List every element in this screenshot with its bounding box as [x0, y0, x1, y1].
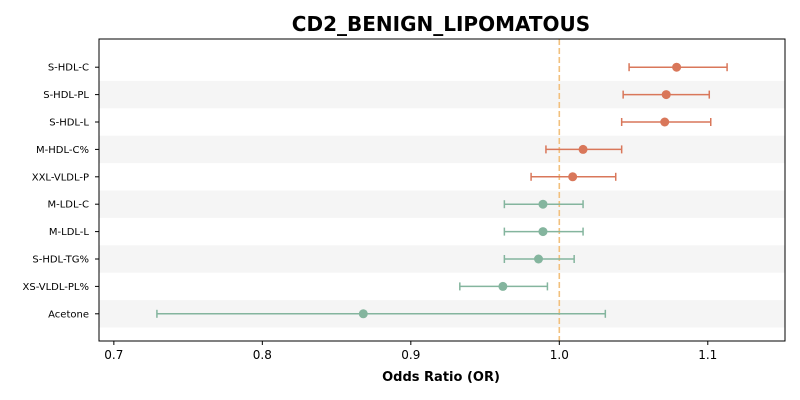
- y-tick-label: S-HDL-TG%: [32, 255, 89, 266]
- ci-row-XS-VLDL-PL%: [459, 281, 549, 291]
- x-tick-label: 1.1: [698, 348, 717, 362]
- y-tick-label: S-HDL-L: [49, 118, 89, 129]
- or-point: [578, 144, 588, 154]
- x-tick-label: 1.0: [550, 348, 569, 362]
- or-point: [358, 309, 368, 319]
- y-axis: S-HDL-C S-HDL-PL S-HDL-L M-HDL-C% XXL-VLDL-P…: [23, 63, 99, 320]
- ci-row-M-LDL-C: [503, 199, 584, 209]
- ci-row-S-HDL-TG%: [503, 254, 575, 264]
- ci-row-Acetone: [156, 309, 607, 319]
- or-point: [661, 90, 671, 100]
- ci-row-S-HDL-PL: [622, 90, 711, 100]
- y-tick-label: M-LDL-C: [48, 200, 90, 211]
- y-tick-label: S-HDL-C: [48, 63, 89, 74]
- ci-row-M-HDL-C%: [545, 144, 623, 154]
- or-point: [660, 117, 670, 127]
- y-tick-label: M-HDL-C%: [36, 145, 89, 156]
- chart-title: CD2_BENIGN_LIPOMATOUS: [292, 12, 590, 36]
- plot-marks: [156, 62, 728, 319]
- row-band: [99, 135, 785, 164]
- x-axis-label: Odds Ratio (OR): [382, 370, 500, 385]
- ci-row-S-HDL-C: [628, 62, 728, 72]
- or-point: [538, 199, 548, 209]
- x-tick-label: 0.9: [401, 348, 420, 362]
- x-tick-label: 0.8: [253, 348, 272, 362]
- x-tick-label: 0.7: [104, 348, 123, 362]
- or-point: [498, 281, 508, 291]
- y-tick-label: XS-VLDL-PL%: [23, 282, 89, 293]
- ci-row-M-LDL-L: [503, 227, 584, 237]
- y-tick-label: S-HDL-PL: [43, 90, 89, 101]
- plot-frame: [98, 38, 786, 342]
- x-axis: 0.7 0.8 0.9 1.0 1.1: [104, 341, 717, 362]
- or-point: [672, 62, 682, 72]
- row-band: [99, 190, 785, 218]
- ci-row-XXL-VLDL-P: [530, 172, 617, 182]
- or-point: [568, 172, 578, 182]
- row-bands: [99, 80, 785, 328]
- ci-row-S-HDL-L: [620, 117, 712, 127]
- y-tick-label: M-LDL-L: [49, 227, 90, 238]
- or-point: [538, 227, 548, 237]
- y-tick-label: XXL-VLDL-P: [32, 172, 89, 183]
- y-tick-label: Acetone: [48, 309, 89, 320]
- row-band: [99, 245, 785, 273]
- or-point: [534, 254, 544, 264]
